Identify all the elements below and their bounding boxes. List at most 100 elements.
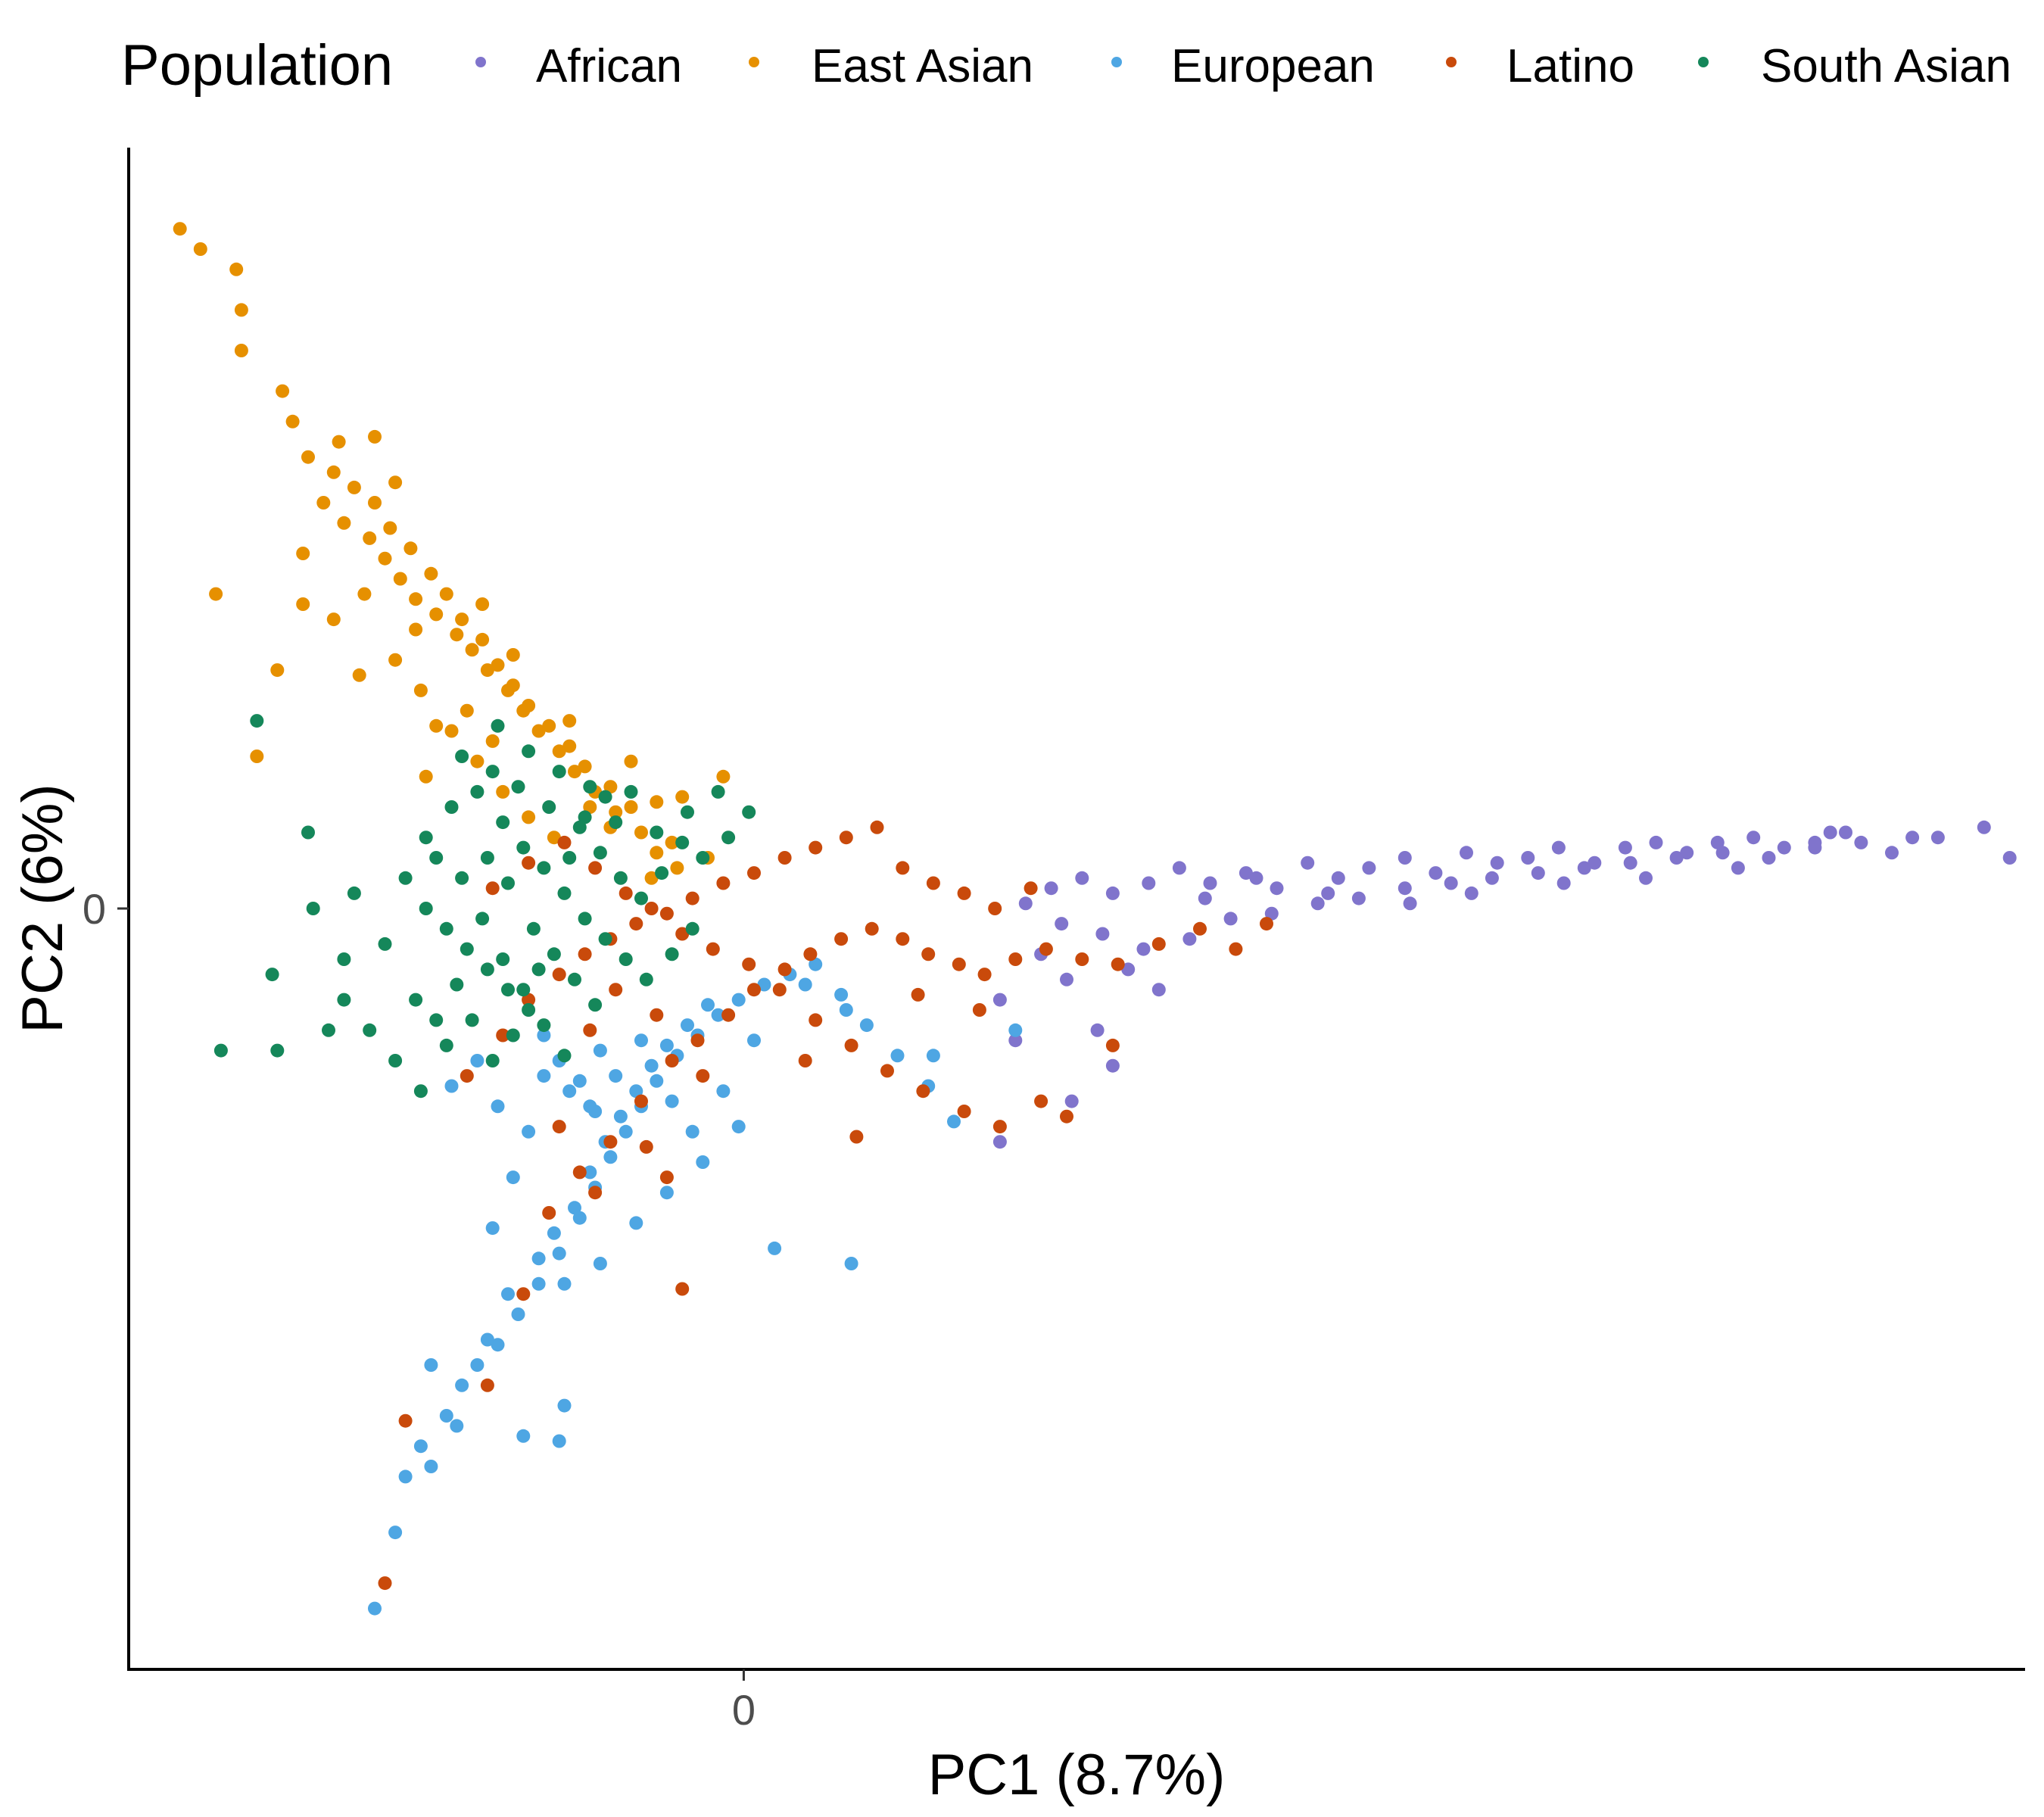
point-south-asian bbox=[409, 993, 423, 1007]
point-east-asian bbox=[173, 222, 187, 236]
point-african bbox=[1182, 932, 1197, 946]
point-south-asian bbox=[250, 714, 264, 728]
point-east-asian bbox=[634, 825, 648, 840]
point-african bbox=[1321, 886, 1335, 900]
point-east-asian bbox=[347, 480, 361, 494]
point-east-asian bbox=[547, 831, 561, 845]
point-european bbox=[568, 1201, 581, 1215]
point-african bbox=[1249, 871, 1263, 885]
point-south-asian bbox=[665, 947, 679, 961]
point-south-asian bbox=[516, 983, 531, 997]
point-african bbox=[1064, 1094, 1079, 1108]
point-latino bbox=[516, 1287, 531, 1301]
point-latino bbox=[552, 968, 566, 982]
point-south-asian bbox=[593, 846, 607, 860]
point-east-asian bbox=[276, 384, 290, 398]
point-african bbox=[1310, 896, 1325, 911]
point-african bbox=[1198, 891, 1212, 905]
x-tick-label: 0 bbox=[732, 1686, 756, 1734]
legend-marker-east-asian bbox=[749, 57, 759, 67]
point-south-asian bbox=[485, 765, 500, 779]
point-latino bbox=[988, 902, 1002, 915]
point-european bbox=[665, 1094, 679, 1108]
point-latino bbox=[650, 1008, 664, 1022]
point-latino bbox=[1060, 1109, 1073, 1124]
legend-label-african: African bbox=[536, 40, 682, 92]
point-latino bbox=[896, 932, 910, 946]
point-european bbox=[480, 1332, 494, 1347]
point-european bbox=[618, 1124, 633, 1139]
point-latino bbox=[496, 1028, 510, 1043]
point-east-asian bbox=[716, 769, 731, 784]
point-east-asian bbox=[522, 810, 536, 824]
point-african bbox=[1403, 896, 1417, 911]
point-latino bbox=[870, 820, 884, 834]
point-latino bbox=[809, 840, 823, 855]
point-latino bbox=[1008, 952, 1023, 966]
point-latino bbox=[583, 1023, 597, 1037]
point-east-asian bbox=[363, 531, 377, 545]
legend-marker-latino bbox=[1446, 57, 1457, 67]
legend-label-south-asian: South Asian bbox=[1761, 40, 2011, 92]
point-south-asian bbox=[598, 790, 612, 804]
point-african bbox=[1223, 912, 1238, 926]
point-latino bbox=[603, 1135, 618, 1149]
point-african bbox=[1885, 846, 1899, 860]
point-south-asian bbox=[398, 871, 413, 885]
legend-label-east-asian: East Asian bbox=[812, 40, 1033, 92]
point-south-asian bbox=[557, 1049, 572, 1063]
point-latino bbox=[588, 1186, 603, 1200]
point-south-asian bbox=[516, 840, 531, 855]
point-latino bbox=[644, 902, 659, 915]
point-east-asian bbox=[475, 597, 490, 611]
point-latino bbox=[926, 876, 940, 890]
point-south-asian bbox=[337, 993, 351, 1007]
point-latino bbox=[629, 917, 643, 931]
point-south-asian bbox=[522, 744, 536, 759]
point-latino bbox=[665, 1054, 679, 1067]
point-european bbox=[593, 1257, 607, 1270]
point-east-asian bbox=[501, 683, 515, 697]
point-african bbox=[1746, 831, 1761, 845]
point-latino bbox=[921, 947, 936, 961]
point-european bbox=[644, 1058, 659, 1073]
y-tick-label: 0 bbox=[83, 885, 106, 933]
point-european bbox=[629, 1084, 643, 1099]
point-south-asian bbox=[455, 750, 469, 763]
point-east-asian bbox=[357, 587, 372, 601]
point-south-asian bbox=[634, 891, 648, 905]
point-latino bbox=[572, 1165, 587, 1180]
point-south-asian bbox=[470, 784, 485, 799]
point-african bbox=[1331, 871, 1345, 885]
point-latino bbox=[972, 1003, 986, 1017]
point-latino bbox=[1034, 1094, 1048, 1108]
point-african bbox=[1105, 1058, 1120, 1073]
point-latino bbox=[747, 866, 761, 880]
point-african bbox=[1460, 846, 1473, 860]
point-african bbox=[1397, 881, 1412, 896]
point-south-asian bbox=[419, 902, 433, 915]
point-african bbox=[1136, 942, 1151, 956]
point-east-asian bbox=[542, 718, 556, 733]
point-african bbox=[1018, 896, 1033, 911]
point-south-asian bbox=[609, 815, 623, 830]
point-african bbox=[1429, 866, 1443, 880]
point-east-asian bbox=[413, 683, 428, 697]
point-east-asian bbox=[368, 429, 382, 444]
point-latino bbox=[634, 1094, 648, 1108]
point-african bbox=[1977, 820, 1991, 834]
point-african bbox=[1854, 835, 1868, 849]
point-european bbox=[557, 1398, 572, 1413]
point-latino bbox=[809, 1013, 823, 1027]
point-african bbox=[1464, 886, 1478, 900]
scatter-points bbox=[173, 222, 2017, 1616]
point-african bbox=[1680, 846, 1694, 860]
point-african bbox=[1905, 831, 1920, 845]
point-african bbox=[1710, 835, 1725, 849]
legend-title: Population bbox=[121, 33, 393, 98]
point-african bbox=[1105, 886, 1120, 900]
point-south-asian bbox=[675, 835, 690, 849]
point-latino bbox=[578, 947, 592, 961]
point-european bbox=[859, 1018, 874, 1033]
point-south-asian bbox=[496, 815, 510, 830]
